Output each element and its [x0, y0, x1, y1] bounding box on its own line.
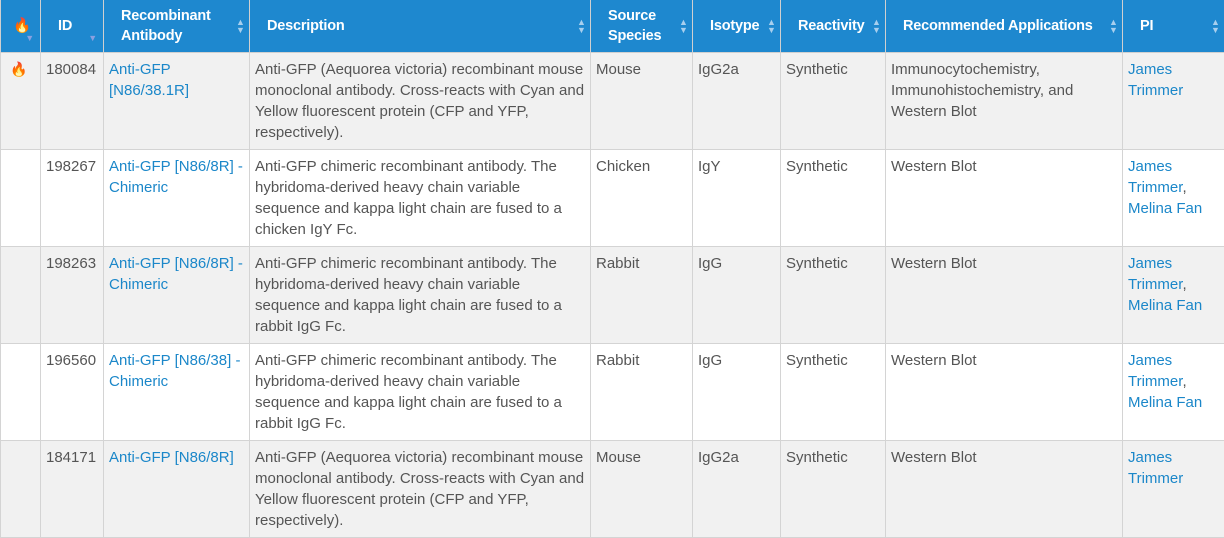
description-cell: Anti-GFP (Aequorea victoria) recombinant…	[250, 441, 591, 538]
pi-cell: James Trimmer, Melina Fan	[1123, 344, 1224, 441]
column-header-hot[interactable]: 🔥▼	[1, 0, 41, 53]
applications-cell: Western Blot	[886, 247, 1123, 344]
antibody-link[interactable]: Anti-GFP [N86/8R] - Chimeric	[109, 255, 243, 293]
header-label: Recombinant Antibody	[121, 8, 211, 44]
pi-link[interactable]: James Trimmer	[1128, 158, 1182, 196]
applications-cell: Immunocytochemistry, Immunohistochemistr…	[886, 53, 1123, 150]
species-cell: Rabbit	[591, 344, 693, 441]
pi-link[interactable]: James Trimmer	[1128, 352, 1182, 390]
column-header-description[interactable]: Description ▲▼	[250, 0, 591, 53]
isotype-cell: IgY	[693, 150, 781, 247]
pi-link[interactable]: James Trimmer	[1128, 61, 1183, 99]
sort-icon: ▲▼	[767, 18, 775, 34]
sort-icon: ▲▼	[1211, 18, 1219, 34]
header-label: Description	[267, 18, 345, 34]
description-cell: Anti-GFP chimeric recombinant antibody. …	[250, 247, 591, 344]
hot-cell	[1, 247, 41, 344]
pi-cell: James Trimmer	[1123, 53, 1224, 150]
pi-cell: James Trimmer	[1123, 441, 1224, 538]
header-label: Source Species	[608, 8, 661, 44]
pi-link[interactable]: Melina Fan	[1128, 200, 1202, 217]
id-cell: 198267	[41, 150, 104, 247]
hot-cell: 🔥	[1, 53, 41, 150]
antibody-link[interactable]: Anti-GFP [N86/38.1R]	[109, 61, 189, 99]
fire-icon: 🔥	[10, 61, 27, 77]
header-row: 🔥▼ ID ▼ Recombinant Antibody ▲▼ Descriptio…	[1, 0, 1224, 53]
column-header-pi[interactable]: PI ▲▼	[1123, 0, 1224, 53]
column-header-id[interactable]: ID ▼	[41, 0, 104, 53]
header-label: Recommended Applications	[903, 18, 1093, 34]
sort-icon: ▲▼	[577, 18, 585, 34]
applications-cell: Western Blot	[886, 150, 1123, 247]
description-cell: Anti-GFP chimeric recombinant antibody. …	[250, 344, 591, 441]
table-row: 184171 Anti-GFP [N86/8R] Anti-GFP (Aequo…	[1, 441, 1224, 538]
applications-cell: Western Blot	[886, 344, 1123, 441]
sort-desc-icon: ▼	[88, 28, 97, 48]
isotype-cell: IgG2a	[693, 53, 781, 150]
table-row: 198263 Anti-GFP [N86/8R] - Chimeric Anti…	[1, 247, 1224, 344]
pi-cell: James Trimmer, Melina Fan	[1123, 247, 1224, 344]
header-label: PI	[1140, 18, 1153, 34]
pi-link[interactable]: James Trimmer	[1128, 255, 1182, 293]
antibody-cell: Anti-GFP [N86/8R] - Chimeric	[104, 247, 250, 344]
antibody-cell: Anti-GFP [N86/38.1R]	[104, 53, 250, 150]
reactivity-cell: Synthetic	[781, 53, 886, 150]
isotype-cell: IgG2a	[693, 441, 781, 538]
reactivity-cell: Synthetic	[781, 441, 886, 538]
pi-link[interactable]: Melina Fan	[1128, 297, 1202, 314]
reactivity-cell: Synthetic	[781, 247, 886, 344]
table-row: 198267 Anti-GFP [N86/8R] - Chimeric Anti…	[1, 150, 1224, 247]
id-cell: 198263	[41, 247, 104, 344]
antibody-link[interactable]: Anti-GFP [N86/38] - Chimeric	[109, 352, 240, 390]
hot-cell	[1, 150, 41, 247]
antibody-cell: Anti-GFP [N86/8R] - Chimeric	[104, 150, 250, 247]
applications-cell: Western Blot	[886, 441, 1123, 538]
species-cell: Rabbit	[591, 247, 693, 344]
column-header-reactivity[interactable]: Reactivity ▲▼	[781, 0, 886, 53]
reactivity-cell: Synthetic	[781, 150, 886, 247]
column-header-species[interactable]: Source Species ▲▼	[591, 0, 693, 53]
sort-icon: ▲▼	[679, 18, 687, 34]
pi-link[interactable]: Melina Fan	[1128, 394, 1202, 411]
column-header-isotype[interactable]: Isotype ▲▼	[693, 0, 781, 53]
id-cell: 196560	[41, 344, 104, 441]
sort-icon: ▲▼	[1109, 18, 1117, 34]
species-cell: Mouse	[591, 53, 693, 150]
id-cell: 184171	[41, 441, 104, 538]
description-cell: Anti-GFP (Aequorea victoria) recombinant…	[250, 53, 591, 150]
header-label: Isotype	[710, 18, 759, 34]
sort-icon: ▲▼	[872, 18, 880, 34]
isotype-cell: IgG	[693, 344, 781, 441]
antibody-cell: Anti-GFP [N86/38] - Chimeric	[104, 344, 250, 441]
hot-cell	[1, 441, 41, 538]
species-cell: Mouse	[591, 441, 693, 538]
antibody-link[interactable]: Anti-GFP [N86/8R]	[109, 449, 234, 466]
pi-cell: James Trimmer, Melina Fan	[1123, 150, 1224, 247]
header-label: Reactivity	[798, 18, 865, 34]
isotype-cell: IgG	[693, 247, 781, 344]
sort-desc-icon: ▼	[25, 28, 34, 48]
antibody-link[interactable]: Anti-GFP [N86/8R] - Chimeric	[109, 158, 243, 196]
description-cell: Anti-GFP chimeric recombinant antibody. …	[250, 150, 591, 247]
pi-link[interactable]: James Trimmer	[1128, 449, 1183, 487]
table-row: 196560 Anti-GFP [N86/38] - Chimeric Anti…	[1, 344, 1224, 441]
table-row: 🔥 180084 Anti-GFP [N86/38.1R] Anti-GFP (…	[1, 53, 1224, 150]
species-cell: Chicken	[591, 150, 693, 247]
hot-cell	[1, 344, 41, 441]
header-label: ID	[58, 18, 72, 34]
sort-icon: ▲▼	[236, 18, 244, 34]
antibody-cell: Anti-GFP [N86/8R]	[104, 441, 250, 538]
id-cell: 180084	[41, 53, 104, 150]
reactivity-cell: Synthetic	[781, 344, 886, 441]
column-header-applications[interactable]: Recommended Applications ▲▼	[886, 0, 1123, 53]
column-header-antibody[interactable]: Recombinant Antibody ▲▼	[104, 0, 250, 53]
